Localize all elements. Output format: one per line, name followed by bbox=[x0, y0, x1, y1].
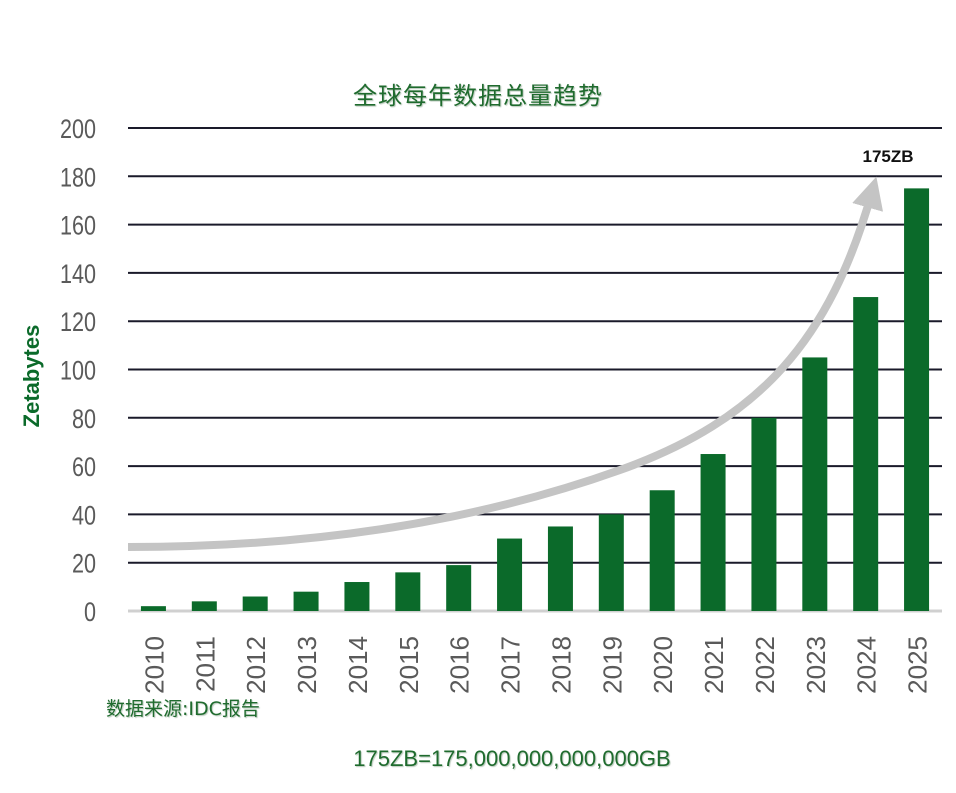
x-tick-label: 2023 bbox=[801, 636, 831, 694]
bar-2015 bbox=[395, 572, 421, 611]
x-tick-label: 2020 bbox=[648, 636, 678, 694]
y-tick-label: 60 bbox=[72, 453, 96, 483]
bar-2019 bbox=[598, 514, 624, 611]
x-tick-label: 2011 bbox=[190, 636, 220, 692]
y-tick-label: 140 bbox=[60, 260, 96, 290]
chart-title: 全球每年数据总量趋势 bbox=[353, 82, 603, 110]
trend-arrow bbox=[127, 176, 884, 551]
source-note: 数据来源:IDC报告 bbox=[106, 698, 260, 720]
x-tick-label: 2016 bbox=[445, 636, 475, 694]
y-tick-label: 120 bbox=[60, 308, 96, 338]
bar-2011 bbox=[191, 601, 217, 611]
x-tick-label: 2019 bbox=[597, 636, 627, 694]
bar-2013 bbox=[293, 591, 319, 611]
y-axis-label: Zetabytes bbox=[19, 324, 44, 428]
y-tick-label: 80 bbox=[72, 405, 96, 435]
y-tick-label: 40 bbox=[72, 501, 96, 531]
bar-2010 bbox=[140, 606, 166, 611]
y-tick-label: 160 bbox=[60, 211, 96, 241]
y-tick-label: 0 bbox=[84, 598, 96, 628]
x-tick-label: 2014 bbox=[343, 636, 373, 694]
bar-2016 bbox=[446, 565, 472, 611]
annotation-175zb: 175ZB bbox=[862, 147, 913, 166]
y-tick-label: 200 bbox=[60, 115, 96, 145]
y-tick-label: 20 bbox=[72, 550, 96, 580]
x-tick-label: 2018 bbox=[546, 636, 576, 694]
bar-2018 bbox=[547, 526, 573, 611]
y-tick-label: 180 bbox=[60, 163, 96, 193]
footnote: 175ZB=175,000,000,000,000GB bbox=[353, 746, 671, 771]
bar-2012 bbox=[242, 596, 268, 611]
bar-2014 bbox=[344, 582, 370, 611]
x-tick-label: 2010 bbox=[139, 636, 169, 694]
x-tick-label: 2024 bbox=[852, 636, 882, 694]
bar-2023 bbox=[802, 357, 828, 611]
x-tick-label: 2012 bbox=[241, 636, 271, 694]
bar-2020 bbox=[649, 490, 675, 611]
bar-2022 bbox=[751, 417, 777, 611]
x-tick-label: 2017 bbox=[496, 636, 526, 694]
x-tick-label: 2021 bbox=[699, 636, 729, 694]
x-tick-label: 2025 bbox=[903, 636, 933, 694]
x-tick-label: 2013 bbox=[292, 636, 322, 694]
bar-2021 bbox=[700, 454, 726, 611]
bar-2017 bbox=[497, 538, 523, 611]
bar-2024 bbox=[853, 297, 879, 611]
y-tick-label: 100 bbox=[60, 356, 96, 386]
bar-2025 bbox=[904, 188, 930, 611]
x-tick-label: 2015 bbox=[394, 636, 424, 694]
x-tick-label: 2022 bbox=[750, 636, 780, 694]
